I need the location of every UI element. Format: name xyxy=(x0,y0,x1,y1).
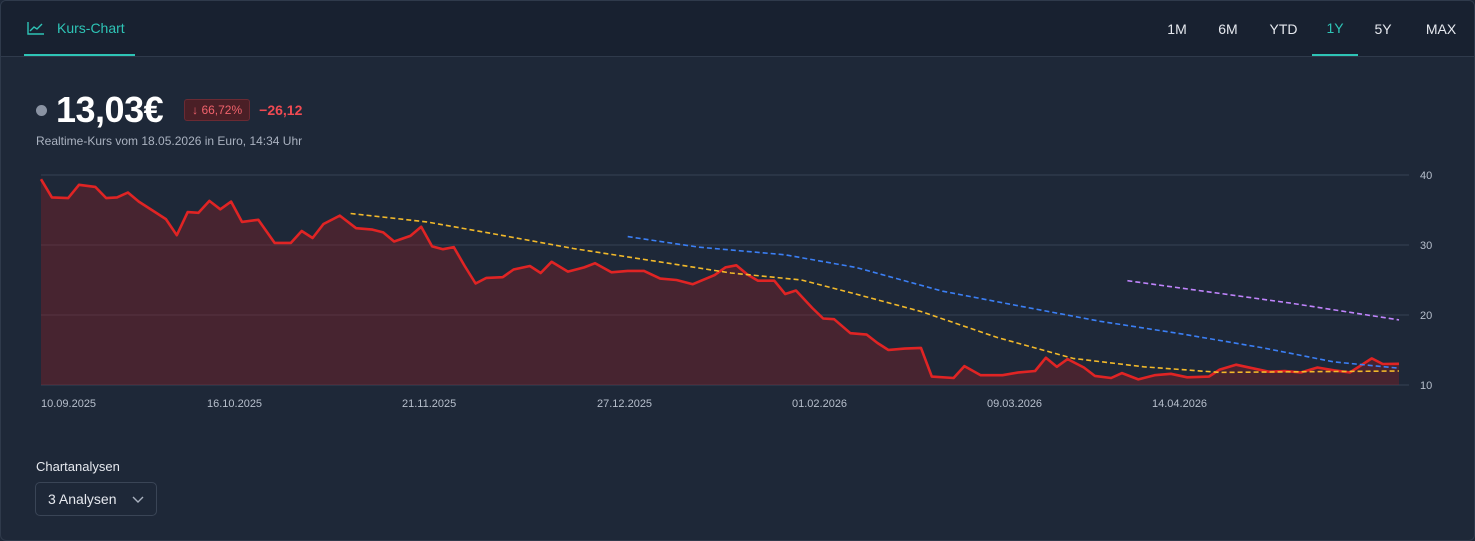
range-button-5y[interactable]: 5Y xyxy=(1374,20,1392,37)
x-tick-label: 14.04.2026 xyxy=(1152,398,1207,410)
range-button-max[interactable]: MAX xyxy=(1425,20,1457,37)
range-selector: 1M 6M YTD 1Y 5Y MAX xyxy=(1153,1,1474,56)
y-tick-label: 40 xyxy=(1420,170,1432,182)
x-tick-label: 21.11.2025 xyxy=(402,398,456,410)
chart-analysis-select[interactable]: 3 Analysen xyxy=(35,482,157,516)
range-button-ytd[interactable]: YTD xyxy=(1269,20,1298,37)
x-tick-label: 27.12.2025 xyxy=(597,398,652,410)
y-tick-label: 30 xyxy=(1420,240,1432,252)
range-button-1m[interactable]: 1M xyxy=(1167,20,1187,37)
price-chart[interactable]: 10 20 30 40 10.09.2025 16.10.2025 21.11.2025 27… xyxy=(1,166,1474,416)
x-tick-label: 01.02.2026 xyxy=(792,398,847,410)
x-tick-label: 16.10.2025 xyxy=(207,398,262,410)
range-button-1y[interactable]: 1Y xyxy=(1312,1,1358,56)
change-absolute: −26,12 xyxy=(259,102,303,118)
chart-analysis-select-value: 3 Analysen xyxy=(48,491,117,507)
current-price: 13,03€ xyxy=(56,89,164,130)
price-area xyxy=(41,179,1399,385)
y-tick-label: 10 xyxy=(1420,380,1432,392)
quote-row: 13,03€ ↓ 66,72% −26,12 xyxy=(36,89,302,131)
price-line xyxy=(39,178,1400,381)
moving-average-line-3 xyxy=(1127,279,1400,321)
change-percent-badge: ↓ 66,72% xyxy=(184,99,251,121)
chart-toolbar: Kurs-Chart 1M 6M YTD 1Y 5Y MAX xyxy=(1,1,1474,57)
x-tick-label: 09.03.2026 xyxy=(987,398,1042,410)
moving-average-line-1 xyxy=(350,212,1400,374)
tab-kurs-chart[interactable]: Kurs-Chart xyxy=(24,1,135,56)
market-status-dot xyxy=(36,104,47,116)
tab-kurs-chart-label: Kurs-Chart xyxy=(57,19,125,36)
chart-analysis-label: Chartanalysen xyxy=(36,459,120,474)
quote-timestamp: Realtime-Kurs vom 18.05.2026 in Euro, 14… xyxy=(36,134,303,148)
y-tick-label: 20 xyxy=(1420,310,1432,322)
chevron-down-icon xyxy=(132,496,144,503)
x-tick-label: 10.09.2025 xyxy=(41,398,96,410)
line-chart-icon xyxy=(27,21,44,35)
range-button-6m[interactable]: 6M xyxy=(1218,20,1238,37)
moving-average-line-2 xyxy=(627,235,1400,369)
